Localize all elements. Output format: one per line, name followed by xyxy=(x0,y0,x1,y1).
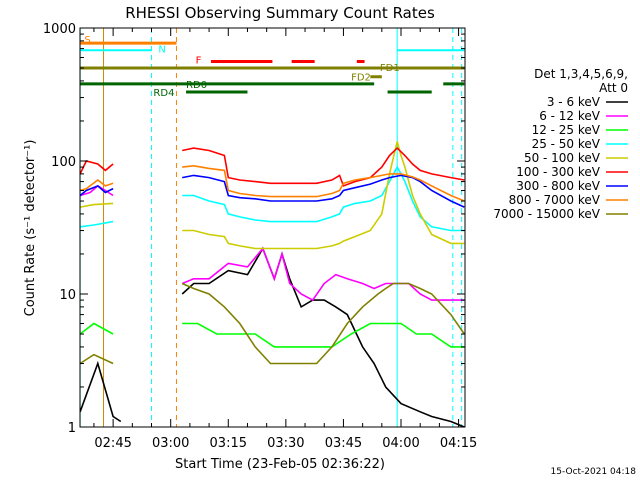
y-tick-label: 1000 xyxy=(43,22,76,37)
x-tick-label: 03:00 xyxy=(152,436,189,451)
x-tick-label: 03:30 xyxy=(267,436,304,451)
flag-bars: S N F FD1 FD2 RD0 RD4 xyxy=(80,35,465,99)
legend-label: 6 - 12 keV xyxy=(539,109,601,123)
legend-label: 800 - 7000 keV xyxy=(509,193,601,207)
x-tick-label: 02:45 xyxy=(94,436,131,451)
flag-bar-label: F xyxy=(196,55,202,66)
series-line xyxy=(79,202,114,208)
y-tick-labels: 1 10 100 1000 xyxy=(43,22,76,436)
legend-label: 7000 - 15000 keV xyxy=(493,207,600,221)
series-line xyxy=(79,178,114,192)
legend-header-attenuator: Att 0 xyxy=(599,81,628,95)
flag-bar-label: RD4 xyxy=(153,88,174,99)
series-line xyxy=(182,322,465,348)
y-axis-label: Count Rate (s⁻¹ detector⁻¹) xyxy=(23,140,38,317)
plot-frame xyxy=(79,27,466,428)
chart-title: RHESSI Observing Summary Count Rates xyxy=(125,4,435,22)
data-series xyxy=(79,141,465,428)
legend-label: 300 - 800 keV xyxy=(516,179,600,193)
flag-bar-label: S xyxy=(84,35,90,46)
y-tick-label: 10 xyxy=(59,288,76,303)
axis-ticks xyxy=(80,27,465,428)
series-line xyxy=(79,220,114,228)
series-line xyxy=(182,141,465,250)
series-line xyxy=(79,360,122,423)
series-line xyxy=(182,164,465,202)
y-tick-label: 100 xyxy=(51,155,76,170)
series-line xyxy=(182,165,465,232)
x-tick-label: 03:15 xyxy=(210,436,247,451)
series-line xyxy=(79,160,114,175)
x-tick-labels: 02:45 03:00 03:15 03:30 03:45 04:00 04:15 xyxy=(94,436,477,451)
x-tick-label: 03:45 xyxy=(325,436,362,451)
legend-label: 12 - 25 keV xyxy=(532,123,601,137)
series-line xyxy=(79,184,114,197)
x-tick-label: 04:00 xyxy=(382,436,419,451)
series-line xyxy=(182,146,465,187)
series-line xyxy=(181,282,465,365)
series-line xyxy=(79,322,114,335)
series-line xyxy=(79,353,114,365)
legend-label: 25 - 50 keV xyxy=(532,137,601,151)
flag-bar-label: N xyxy=(158,45,165,56)
flag-bar-label: RD0 xyxy=(186,80,207,91)
series-line xyxy=(181,246,465,428)
legend-header-detectors: Det 1,3,4,5,6,9, xyxy=(534,67,628,81)
legend-label: 100 - 300 keV xyxy=(516,165,600,179)
date-stamp: 15-Oct-2021 04:18 xyxy=(551,467,637,477)
series-line xyxy=(181,246,465,302)
x-axis-label: Start Time (23-Feb-05 02:36:22) xyxy=(175,457,385,472)
legend-label: 3 - 6 keV xyxy=(547,95,601,109)
y-tick-label: 1 xyxy=(68,421,76,436)
legend-label: 50 - 100 keV xyxy=(524,151,601,165)
x-tick-label: 04:15 xyxy=(440,436,477,451)
flag-bar-label: FD2 xyxy=(351,73,371,84)
flag-bar-label: FD1 xyxy=(380,63,400,74)
plot-area: S N F FD1 FD2 RD0 RD4 xyxy=(79,27,466,428)
